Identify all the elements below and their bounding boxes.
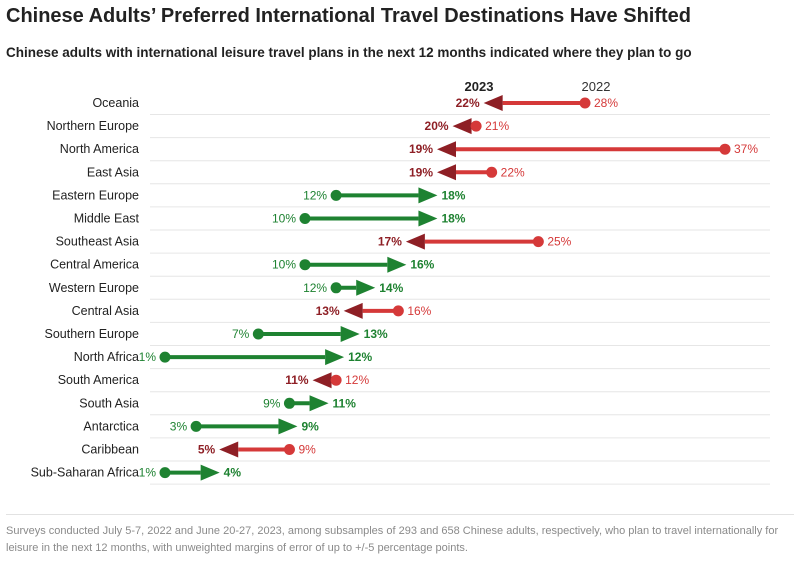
arrow-2023 (418, 210, 438, 227)
dot-2022 (299, 259, 311, 271)
category-label: Middle East (74, 212, 140, 226)
arrow-2023 (200, 464, 220, 481)
category-label: Central Asia (72, 304, 139, 318)
chart-subtitle: Chinese adults with international leisur… (6, 45, 692, 60)
dumbbell-chart: 2023 2022 Oceania 28% 22% Northern Europe 21%… (31, 79, 770, 485)
label-2023: 12% (348, 350, 372, 364)
dot-2022 (330, 282, 342, 294)
arrow-2023 (312, 372, 332, 389)
arrow-2023 (483, 95, 503, 111)
arrow-2023 (343, 302, 363, 319)
footnote: Surveys conducted July 5-7, 2022 and Jun… (6, 525, 779, 554)
arrow-2023 (452, 118, 472, 135)
dot-2022 (486, 166, 498, 178)
dot-2022 (299, 213, 311, 224)
label-2023: 18% (441, 212, 465, 226)
category-label: Central America (50, 258, 139, 272)
category-label: South Asia (79, 396, 139, 410)
label-2023: 17% (378, 235, 402, 249)
label-2022: 9% (298, 443, 316, 457)
label-2023: 4% (224, 466, 242, 480)
arrow-2023 (356, 279, 376, 296)
category-label: Southeast Asia (56, 235, 139, 249)
label-2023: 13% (364, 327, 388, 341)
category-label: Oceania (92, 96, 139, 110)
label-2023: 22% (456, 96, 480, 110)
category-label: Caribbean (81, 443, 139, 457)
label-2022: 9% (263, 396, 281, 410)
label-2023: 19% (409, 142, 433, 156)
chart-title: Chinese Adults’ Preferred International … (6, 5, 691, 27)
label-2023: 5% (198, 443, 216, 457)
dot-2022 (283, 444, 295, 455)
label-2022: 37% (734, 142, 758, 156)
dot-2022 (330, 374, 342, 386)
arrow-2023 (437, 141, 456, 158)
header-2022: 2022 (582, 79, 611, 94)
label-2022: 12% (303, 188, 327, 202)
category-label: Southern Europe (44, 327, 139, 341)
label-2022: 12% (303, 281, 327, 295)
arrow-2023 (325, 349, 345, 366)
label-2023: 11% (333, 396, 357, 410)
category-label: South America (58, 373, 139, 387)
category-label: North America (60, 142, 139, 156)
arrow-2023 (309, 395, 329, 412)
category-label: Northern Europe (47, 119, 139, 133)
label-2023: 9% (301, 419, 319, 433)
category-label: Eastern Europe (52, 188, 139, 202)
label-2022: 12% (345, 373, 369, 387)
label-2022: 25% (547, 235, 571, 249)
label-2023: 11% (285, 373, 309, 387)
label-2022: 1% (139, 350, 157, 364)
category-label: Antarctica (83, 419, 139, 433)
label-2022: 21% (485, 119, 509, 133)
arrow-2023 (219, 441, 239, 458)
label-2023: 16% (410, 258, 434, 272)
label-2022: 16% (407, 304, 431, 318)
dot-2022 (532, 236, 544, 248)
arrow-2023 (387, 256, 407, 273)
dot-2022 (159, 351, 171, 363)
category-label: Western Europe (49, 281, 139, 295)
label-2023: 19% (409, 165, 433, 179)
label-2022: 1% (139, 466, 157, 480)
arrow-2023 (437, 164, 456, 181)
category-label: East Asia (87, 165, 139, 179)
label-2022: 3% (170, 419, 188, 433)
category-label: Sub-Saharan Africa (31, 466, 139, 480)
arrow-2023 (340, 326, 360, 342)
label-2023: 18% (441, 188, 465, 202)
dot-2022 (392, 305, 404, 317)
arrow-2023 (418, 187, 438, 204)
label-2022: 22% (501, 165, 525, 179)
dot-2022 (470, 120, 482, 132)
label-2022: 28% (594, 96, 618, 110)
arrow-2023 (278, 418, 298, 435)
label-2023: 14% (379, 281, 403, 295)
dot-2022 (719, 143, 731, 155)
dot-2022 (190, 420, 202, 432)
arrow-2023 (405, 233, 425, 250)
label-2022: 7% (232, 327, 250, 341)
label-2022: 10% (272, 258, 296, 272)
dot-2022 (159, 467, 171, 479)
label-2023: 13% (316, 304, 340, 318)
dot-2022 (252, 328, 264, 340)
dot-2022 (283, 397, 295, 409)
dot-2022 (330, 189, 342, 201)
category-label: North Africa (74, 350, 139, 364)
label-2023: 20% (425, 119, 449, 133)
dot-2022 (579, 97, 591, 109)
header-2023: 2023 (465, 79, 494, 94)
label-2022: 10% (272, 212, 296, 226)
footnote-divider (6, 514, 794, 515)
